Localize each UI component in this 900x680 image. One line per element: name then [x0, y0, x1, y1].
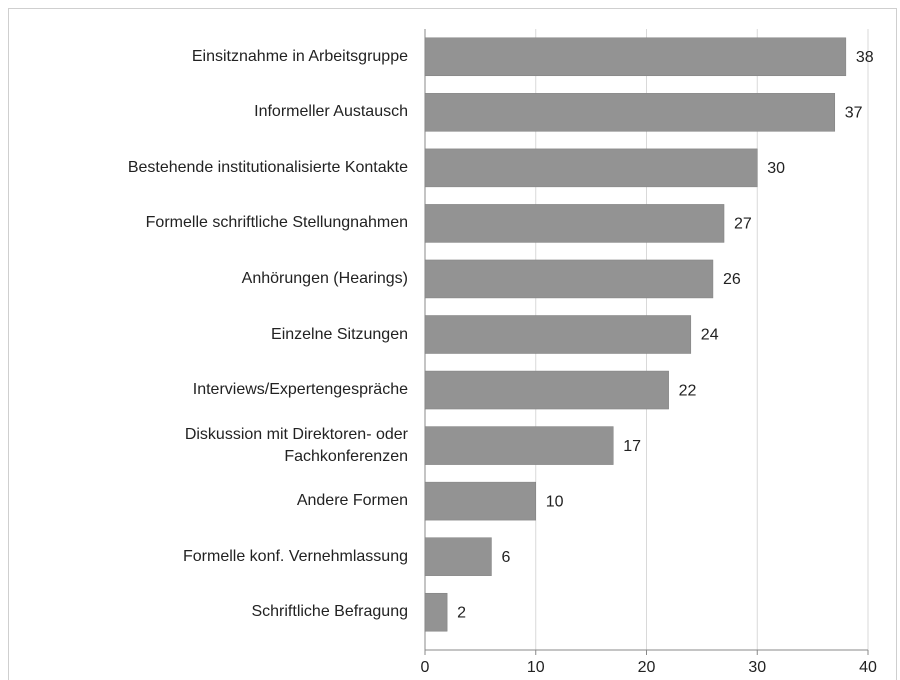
- y-tick-label: Interviews/Expertengespräche: [192, 381, 408, 399]
- value-label: 30: [767, 160, 785, 177]
- value-label: 17: [623, 438, 641, 455]
- x-tick-label: 10: [527, 659, 545, 676]
- value-label: 2: [457, 604, 466, 621]
- value-label: 38: [856, 49, 874, 66]
- x-tick-label: 0: [421, 659, 430, 676]
- y-tick-label: Einsitznahme in Arbeitsgruppe: [191, 47, 408, 65]
- x-tick-label: 20: [638, 659, 656, 676]
- value-label: 27: [734, 216, 752, 233]
- bar: [424, 93, 836, 132]
- y-tick-label: Anhörungen (Hearings): [241, 269, 408, 287]
- bar: [424, 592, 448, 632]
- bar: [424, 537, 492, 576]
- value-label: 10: [546, 493, 564, 510]
- y-tick-label: Bestehende institutionalisierte Kontakte: [127, 158, 408, 176]
- bar: [424, 370, 669, 410]
- x-tick-label: 40: [859, 659, 877, 676]
- bar: [424, 481, 536, 521]
- y-tick-label: Informeller Austausch: [254, 103, 408, 121]
- bar: [424, 37, 847, 77]
- value-label: 24: [701, 327, 719, 344]
- value-label: 26: [723, 271, 741, 288]
- value-label: 37: [845, 105, 863, 122]
- y-tick-label: Formelle schriftliche Stellungnahmen: [145, 214, 408, 232]
- y-tick-label: Schriftliche Befragung: [251, 603, 408, 621]
- value-label: 6: [501, 549, 510, 566]
- bar: [424, 315, 692, 354]
- bar: [424, 259, 714, 299]
- bar: [424, 148, 758, 188]
- value-label: 22: [679, 382, 697, 399]
- y-tick-label: Einzelne Sitzungen: [271, 325, 408, 343]
- bar: [424, 204, 725, 243]
- y-tick-label: Diskussion mit Direktoren- oder Fachkonf…: [184, 425, 408, 465]
- bar: [424, 426, 614, 465]
- chart-border: [8, 8, 897, 680]
- x-tick-label: 30: [748, 659, 766, 676]
- y-tick-label: Andere Formen: [296, 492, 408, 510]
- y-tick-label: Formelle konf. Vernehmlassung: [183, 547, 408, 565]
